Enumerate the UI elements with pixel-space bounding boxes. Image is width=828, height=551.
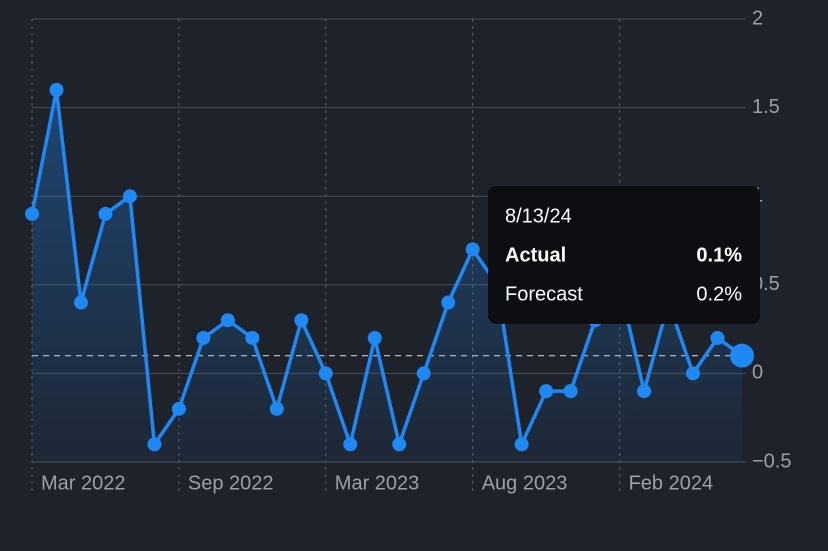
x-tick-label: Mar 2022 [41, 472, 126, 494]
point [343, 437, 358, 452]
point [686, 366, 701, 381]
point [122, 189, 137, 204]
tooltip-label: Actual [505, 244, 566, 266]
tooltip-box [488, 186, 760, 324]
point [147, 437, 162, 452]
point [416, 366, 431, 381]
area [32, 89, 742, 462]
point [563, 384, 578, 399]
point [196, 330, 211, 345]
point [318, 366, 333, 381]
point [220, 313, 235, 328]
point [465, 242, 480, 257]
y-tick-label: 1.5 [752, 96, 780, 118]
x-tick-label: Aug 2023 [482, 472, 568, 494]
point [245, 330, 260, 345]
point [441, 295, 456, 310]
point [73, 295, 88, 310]
point [367, 330, 382, 345]
y-tick-label: 0 [752, 362, 763, 384]
x-tick-label: Mar 2023 [335, 472, 420, 494]
point [294, 313, 309, 328]
point [514, 437, 529, 452]
point [171, 401, 186, 416]
tooltip: 8/13/24 Actual 0.1% Forecast 0.2% [488, 186, 760, 324]
x-tick-label: Sep 2022 [188, 472, 274, 494]
point [710, 330, 725, 345]
point [637, 384, 652, 399]
y-tick-label: −0.5 [752, 450, 791, 472]
x-tick-label: Feb 2024 [629, 472, 714, 494]
y-tick-label: 2 [752, 7, 763, 29]
point [25, 206, 39, 221]
tooltip-date: 8/13/24 [505, 205, 572, 227]
point [98, 206, 113, 221]
tooltip-label: Forecast [505, 283, 583, 305]
point [49, 82, 64, 97]
point [392, 437, 407, 452]
point [269, 401, 284, 416]
tooltip-value: 0.1% [696, 244, 742, 266]
point [730, 343, 754, 368]
tooltip-value: 0.2% [696, 283, 742, 305]
point [539, 384, 554, 399]
